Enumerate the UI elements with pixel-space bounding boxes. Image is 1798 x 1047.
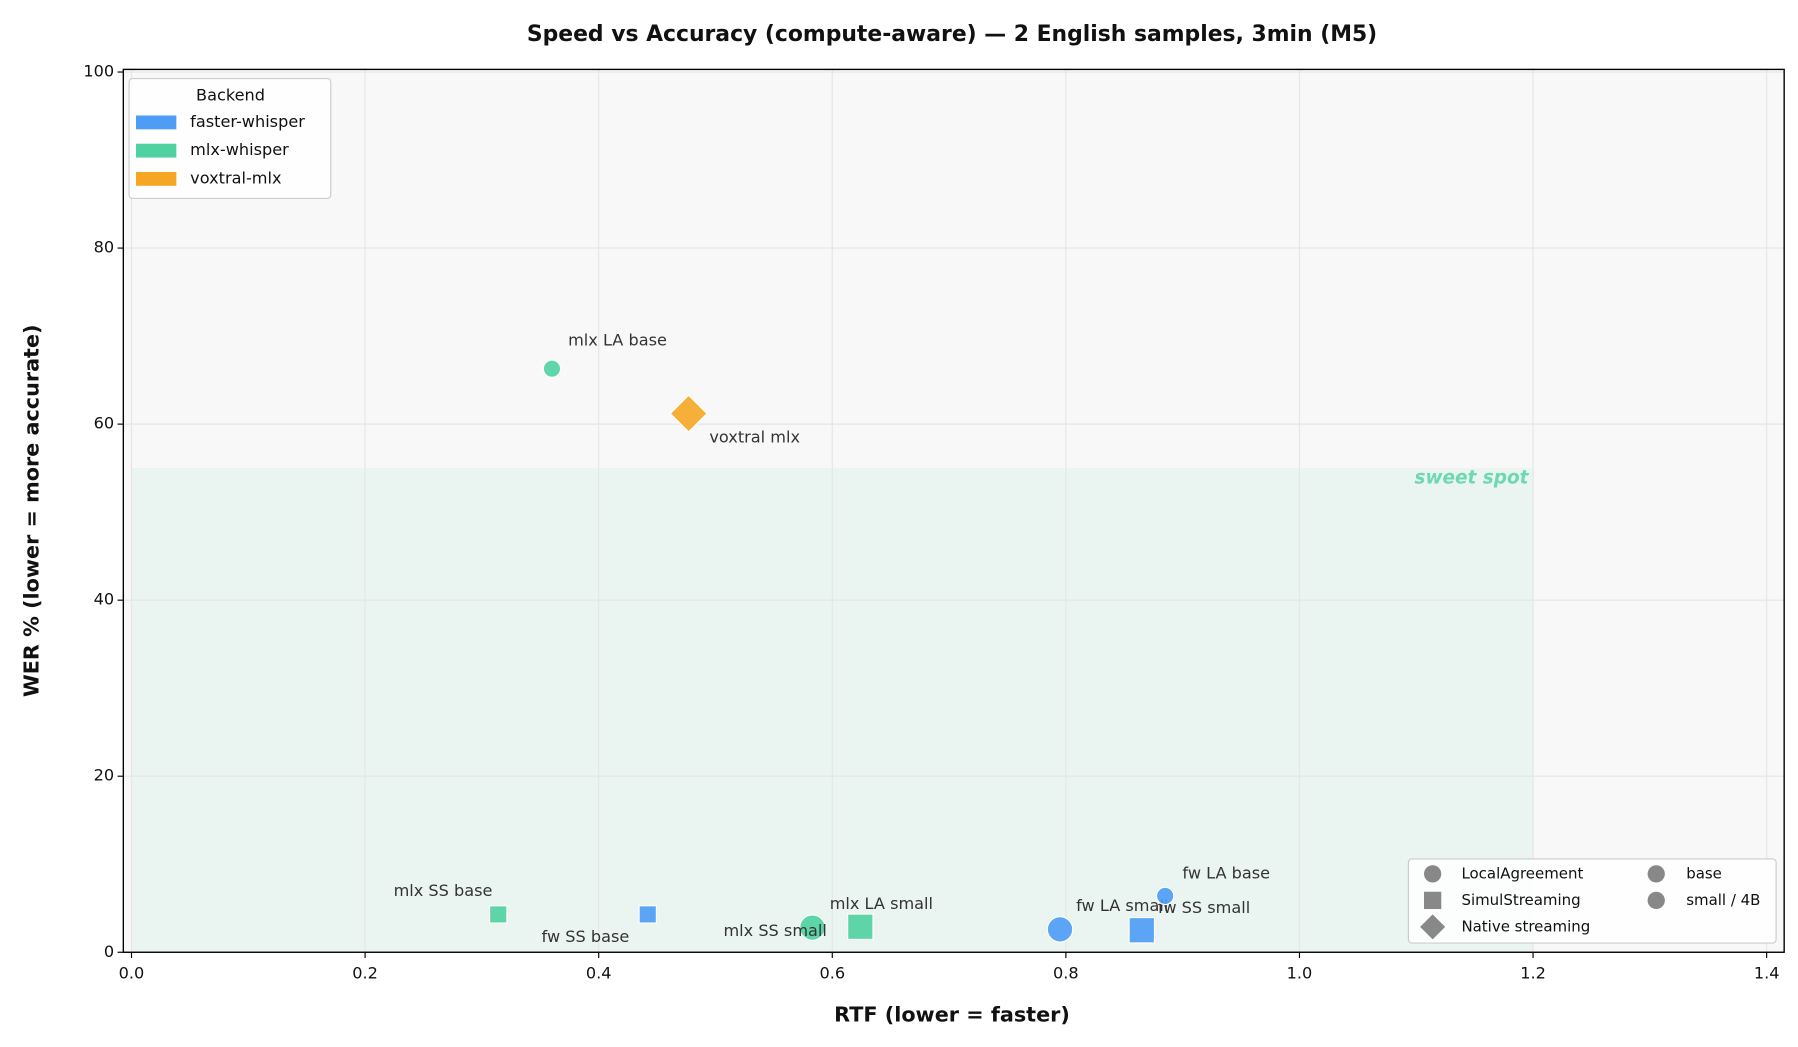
point-label: fw SS base — [542, 927, 630, 946]
y-tick-label: 40 — [94, 590, 115, 609]
data-point — [847, 913, 874, 940]
data-point — [1046, 916, 1074, 943]
legend-label: faster-whisper — [190, 112, 305, 131]
point-label: fw SS small — [1158, 898, 1250, 917]
legend-label: Native streaming — [1461, 917, 1590, 935]
point-label: mlx LA base — [568, 331, 667, 350]
legend-label: LocalAgreement — [1461, 864, 1583, 882]
point-label: mlx SS small — [723, 921, 826, 940]
data-point — [638, 905, 657, 924]
legend-box — [128, 78, 332, 200]
data-point — [1155, 886, 1175, 906]
legend-label: SimulStreaming — [1461, 891, 1580, 909]
data-point — [542, 359, 562, 378]
x-tick-label: 0.0 — [119, 964, 145, 983]
legend-marker — [1423, 865, 1442, 883]
legend-swatch — [136, 171, 177, 186]
y-tick-label: 0 — [104, 942, 114, 961]
point-label: mlx SS base — [394, 881, 493, 900]
data-point — [489, 905, 508, 924]
point-label: fw LA base — [1182, 864, 1270, 883]
plot-frame — [122, 68, 1785, 953]
x-tick-label: 0.2 — [352, 964, 378, 983]
legend-marker — [1647, 891, 1665, 910]
x-tick-label: 1.2 — [1520, 964, 1546, 983]
x-tick-label: 0.8 — [1053, 964, 1079, 983]
y-tick-label: 60 — [94, 414, 115, 433]
legend-label: small / 4B — [1686, 891, 1760, 909]
data-point — [1128, 916, 1156, 944]
legend-swatch — [136, 143, 177, 158]
legend-swatch — [136, 115, 177, 130]
x-tick-label: 1.4 — [1754, 964, 1780, 983]
legend-marker — [1420, 914, 1446, 940]
point-label: voxtral mlx — [709, 427, 800, 446]
legend-box — [1407, 858, 1777, 944]
legend-label: mlx-whisper — [190, 140, 289, 159]
chart-title: Speed vs Accuracy (compute-aware) — 2 En… — [527, 22, 1377, 47]
y-tick-label: 20 — [94, 766, 115, 785]
x-tick-label: 0.4 — [586, 964, 612, 983]
x-tick-label: 0.6 — [819, 964, 845, 983]
point-label: fw LA small — [1076, 896, 1168, 915]
legend-marker — [1423, 891, 1442, 910]
data-point — [799, 914, 826, 941]
legend-title: Backend — [196, 85, 265, 104]
y-tick-label: 80 — [94, 238, 115, 257]
data-point — [669, 394, 708, 433]
legend-label: voxtral-mlx — [190, 168, 282, 187]
point-label: mlx LA small — [830, 894, 933, 913]
plot-background — [123, 69, 1785, 953]
y-tick-label: 100 — [83, 62, 114, 81]
legend-marker — [1647, 865, 1665, 883]
y-axis-label: WER % (lower = more accurate) — [19, 324, 43, 697]
x-axis-label: RTF (lower = faster) — [834, 1003, 1070, 1027]
legend-label: base — [1686, 864, 1722, 882]
sweet-spot-label: sweet spot — [1415, 468, 1530, 489]
x-tick-label: 1.0 — [1287, 964, 1313, 983]
